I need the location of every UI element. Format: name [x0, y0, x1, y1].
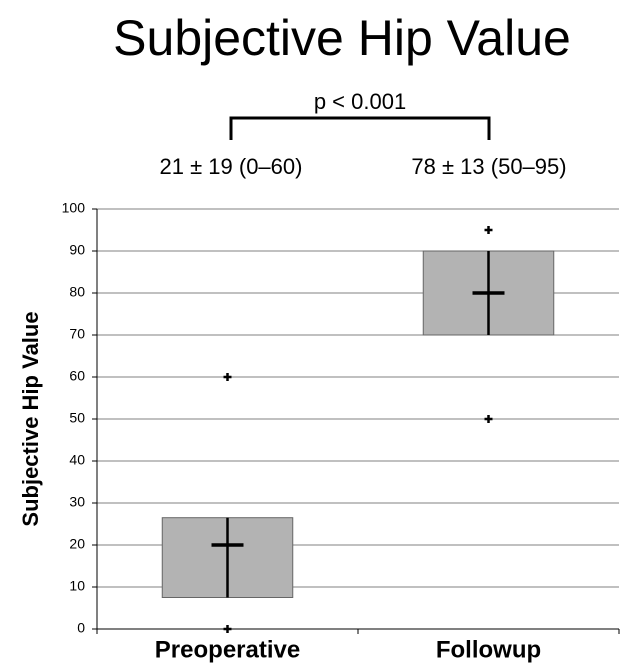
y-tick-label: 20: [69, 536, 85, 552]
annotation: p < 0.001: [314, 89, 406, 114]
y-tick-label: 90: [69, 242, 85, 258]
y-tick-label: 50: [69, 410, 85, 426]
x-tick-label: Followup: [436, 636, 541, 663]
y-tick-label: 10: [69, 578, 85, 594]
y-tick-label: 100: [62, 200, 86, 216]
y-tick-label: 80: [69, 284, 85, 300]
outlier: [223, 373, 232, 381]
y-tick-label: 0: [77, 620, 85, 636]
y-tick-label: 70: [69, 326, 85, 342]
y-tick-label: 60: [69, 368, 85, 384]
outlier: [484, 226, 493, 234]
y-tick-label: 40: [69, 452, 85, 468]
outlier: [223, 625, 232, 633]
y-tick-label: 30: [69, 494, 85, 510]
y-axis-label: Subjective Hip Value: [18, 311, 43, 526]
outlier: [484, 415, 493, 423]
chart-title: Subjective Hip Value: [113, 10, 571, 66]
annotation: 21 ± 19 (0–60): [160, 154, 303, 179]
annotation: 78 ± 13 (50–95): [411, 154, 566, 179]
significance-bracket: [229, 116, 491, 140]
x-tick-label: Preoperative: [155, 636, 300, 663]
